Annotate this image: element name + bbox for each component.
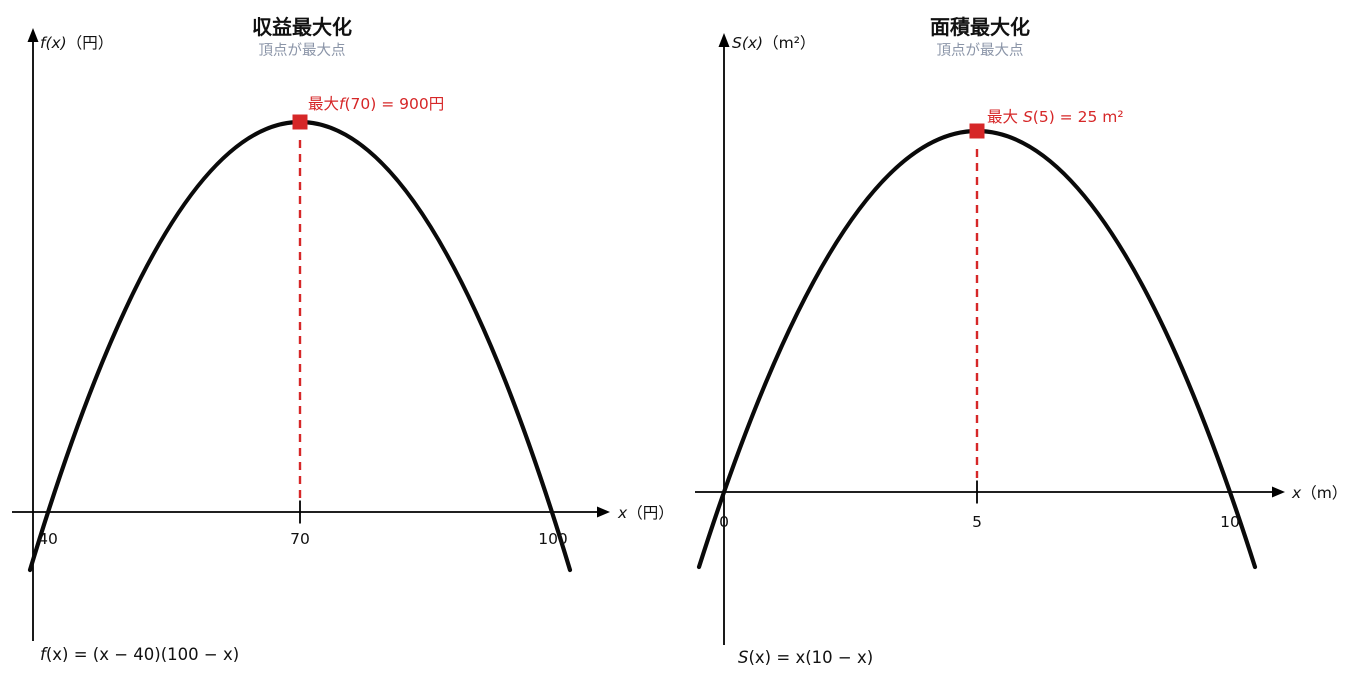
- formula-caption: f(x) = (x − 40)(100 − x): [40, 645, 239, 664]
- x-axis-label: x（m）: [1291, 484, 1347, 502]
- y-axis-label: f(x)（円）: [40, 34, 113, 52]
- y-axis-label-unit: （円）: [67, 34, 114, 52]
- max-annotation-rest: (5) = 25 m²: [1033, 108, 1124, 126]
- tick-label-100: 100: [538, 530, 568, 548]
- max-annotation-prefix: 最大: [308, 95, 339, 113]
- y-axis-label-math: f(x): [40, 34, 67, 52]
- vertex-marker: [969, 123, 985, 139]
- tick-label-0: 0: [719, 513, 729, 531]
- x-axis-label-unit: （m）: [1301, 484, 1347, 502]
- max-annotation-fname: S: [1023, 108, 1033, 126]
- x-axis-label-unit: （円）: [627, 504, 674, 522]
- x-axis-label-math: x: [1291, 484, 1302, 502]
- formula-caption: S(x) = x(10 − x): [738, 648, 873, 667]
- tick-label-10: 10: [1220, 513, 1240, 531]
- vertex-marker: [292, 114, 308, 130]
- tick-label-5: 5: [972, 513, 982, 531]
- tick-label-70: 70: [290, 530, 310, 548]
- x-axis-arrow-icon: [597, 506, 610, 518]
- y-axis-label-unit: （m²）: [763, 34, 815, 52]
- y-axis-label: S(x)（m²）: [732, 34, 815, 52]
- max-annotation-prefix: 最大: [987, 108, 1023, 126]
- max-annotation: 最大f(70) = 900円: [308, 95, 444, 113]
- x-axis-arrow-icon: [1272, 486, 1285, 498]
- max-annotation-rest: (70) = 900円: [344, 95, 444, 113]
- formula-fname: S: [738, 648, 748, 667]
- chart-title: 収益最大化: [252, 15, 352, 39]
- chart-subtitle: 頂点が最大点: [937, 42, 1024, 59]
- y-axis-arrow-icon: [718, 33, 730, 47]
- y-axis-arrow-icon: [27, 28, 39, 42]
- x-axis-label-math: x: [617, 504, 628, 522]
- chart-subtitle: 頂点が最大点: [259, 42, 346, 59]
- formula-rest: (x) = x(10 − x): [748, 648, 873, 667]
- max-annotation: 最大 S(5) = 25 m²: [987, 108, 1124, 126]
- y-axis-label-math: S(x): [732, 34, 763, 52]
- max-annotation-fname: f: [339, 95, 347, 113]
- formula-fname: f: [40, 645, 48, 664]
- formula-rest: (x) = (x − 40)(100 − x): [46, 645, 239, 664]
- chart-area: 面積最大化 頂点が最大点 x（m） S(x)（m²） 最大 S(5) = 25 …: [695, 15, 1347, 667]
- chart-title: 面積最大化: [930, 15, 1030, 39]
- chart-revenue: 収益最大化 頂点が最大点 x（円） f(x)（円） 最大f(70) = 900円…: [12, 15, 674, 664]
- x-axis-label: x（円）: [617, 504, 674, 522]
- tick-label-40: 40: [38, 530, 58, 548]
